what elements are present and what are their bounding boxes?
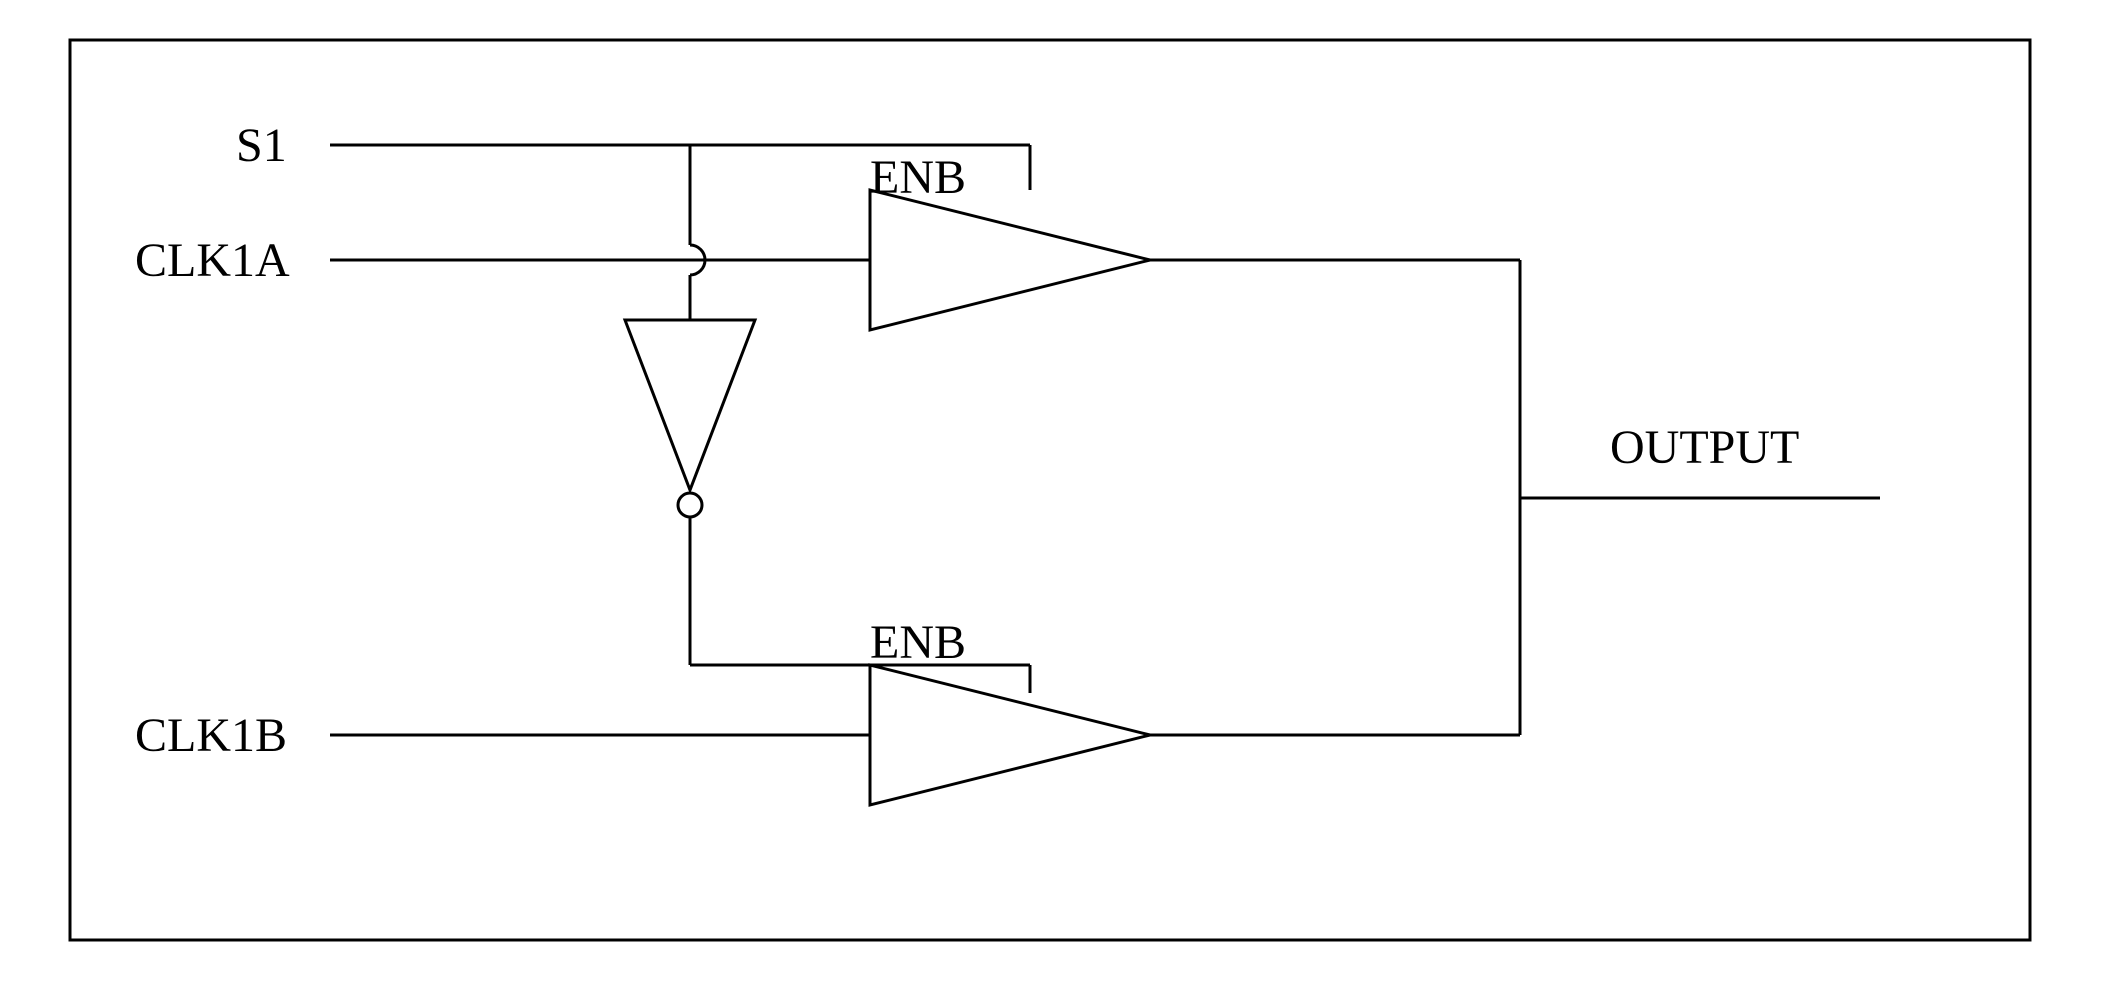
circuit-diagram: S1 CLK1A CLK1B ENB ENB OUTPUT [0, 0, 2104, 981]
s1-label: S1 [236, 118, 287, 173]
clk1b-label: CLK1B [135, 708, 287, 763]
enb-bottom-label: ENB [870, 615, 966, 670]
buffer-top [870, 190, 1150, 330]
output-label: OUTPUT [1610, 420, 1799, 475]
inverter-triangle [625, 320, 755, 490]
circuit-svg [0, 0, 2104, 981]
buffer-bottom [870, 665, 1150, 805]
border-rect [70, 40, 2030, 940]
clk1a-label: CLK1A [135, 233, 290, 288]
inverter-bubble [678, 493, 702, 517]
enb-top-label: ENB [870, 150, 966, 205]
